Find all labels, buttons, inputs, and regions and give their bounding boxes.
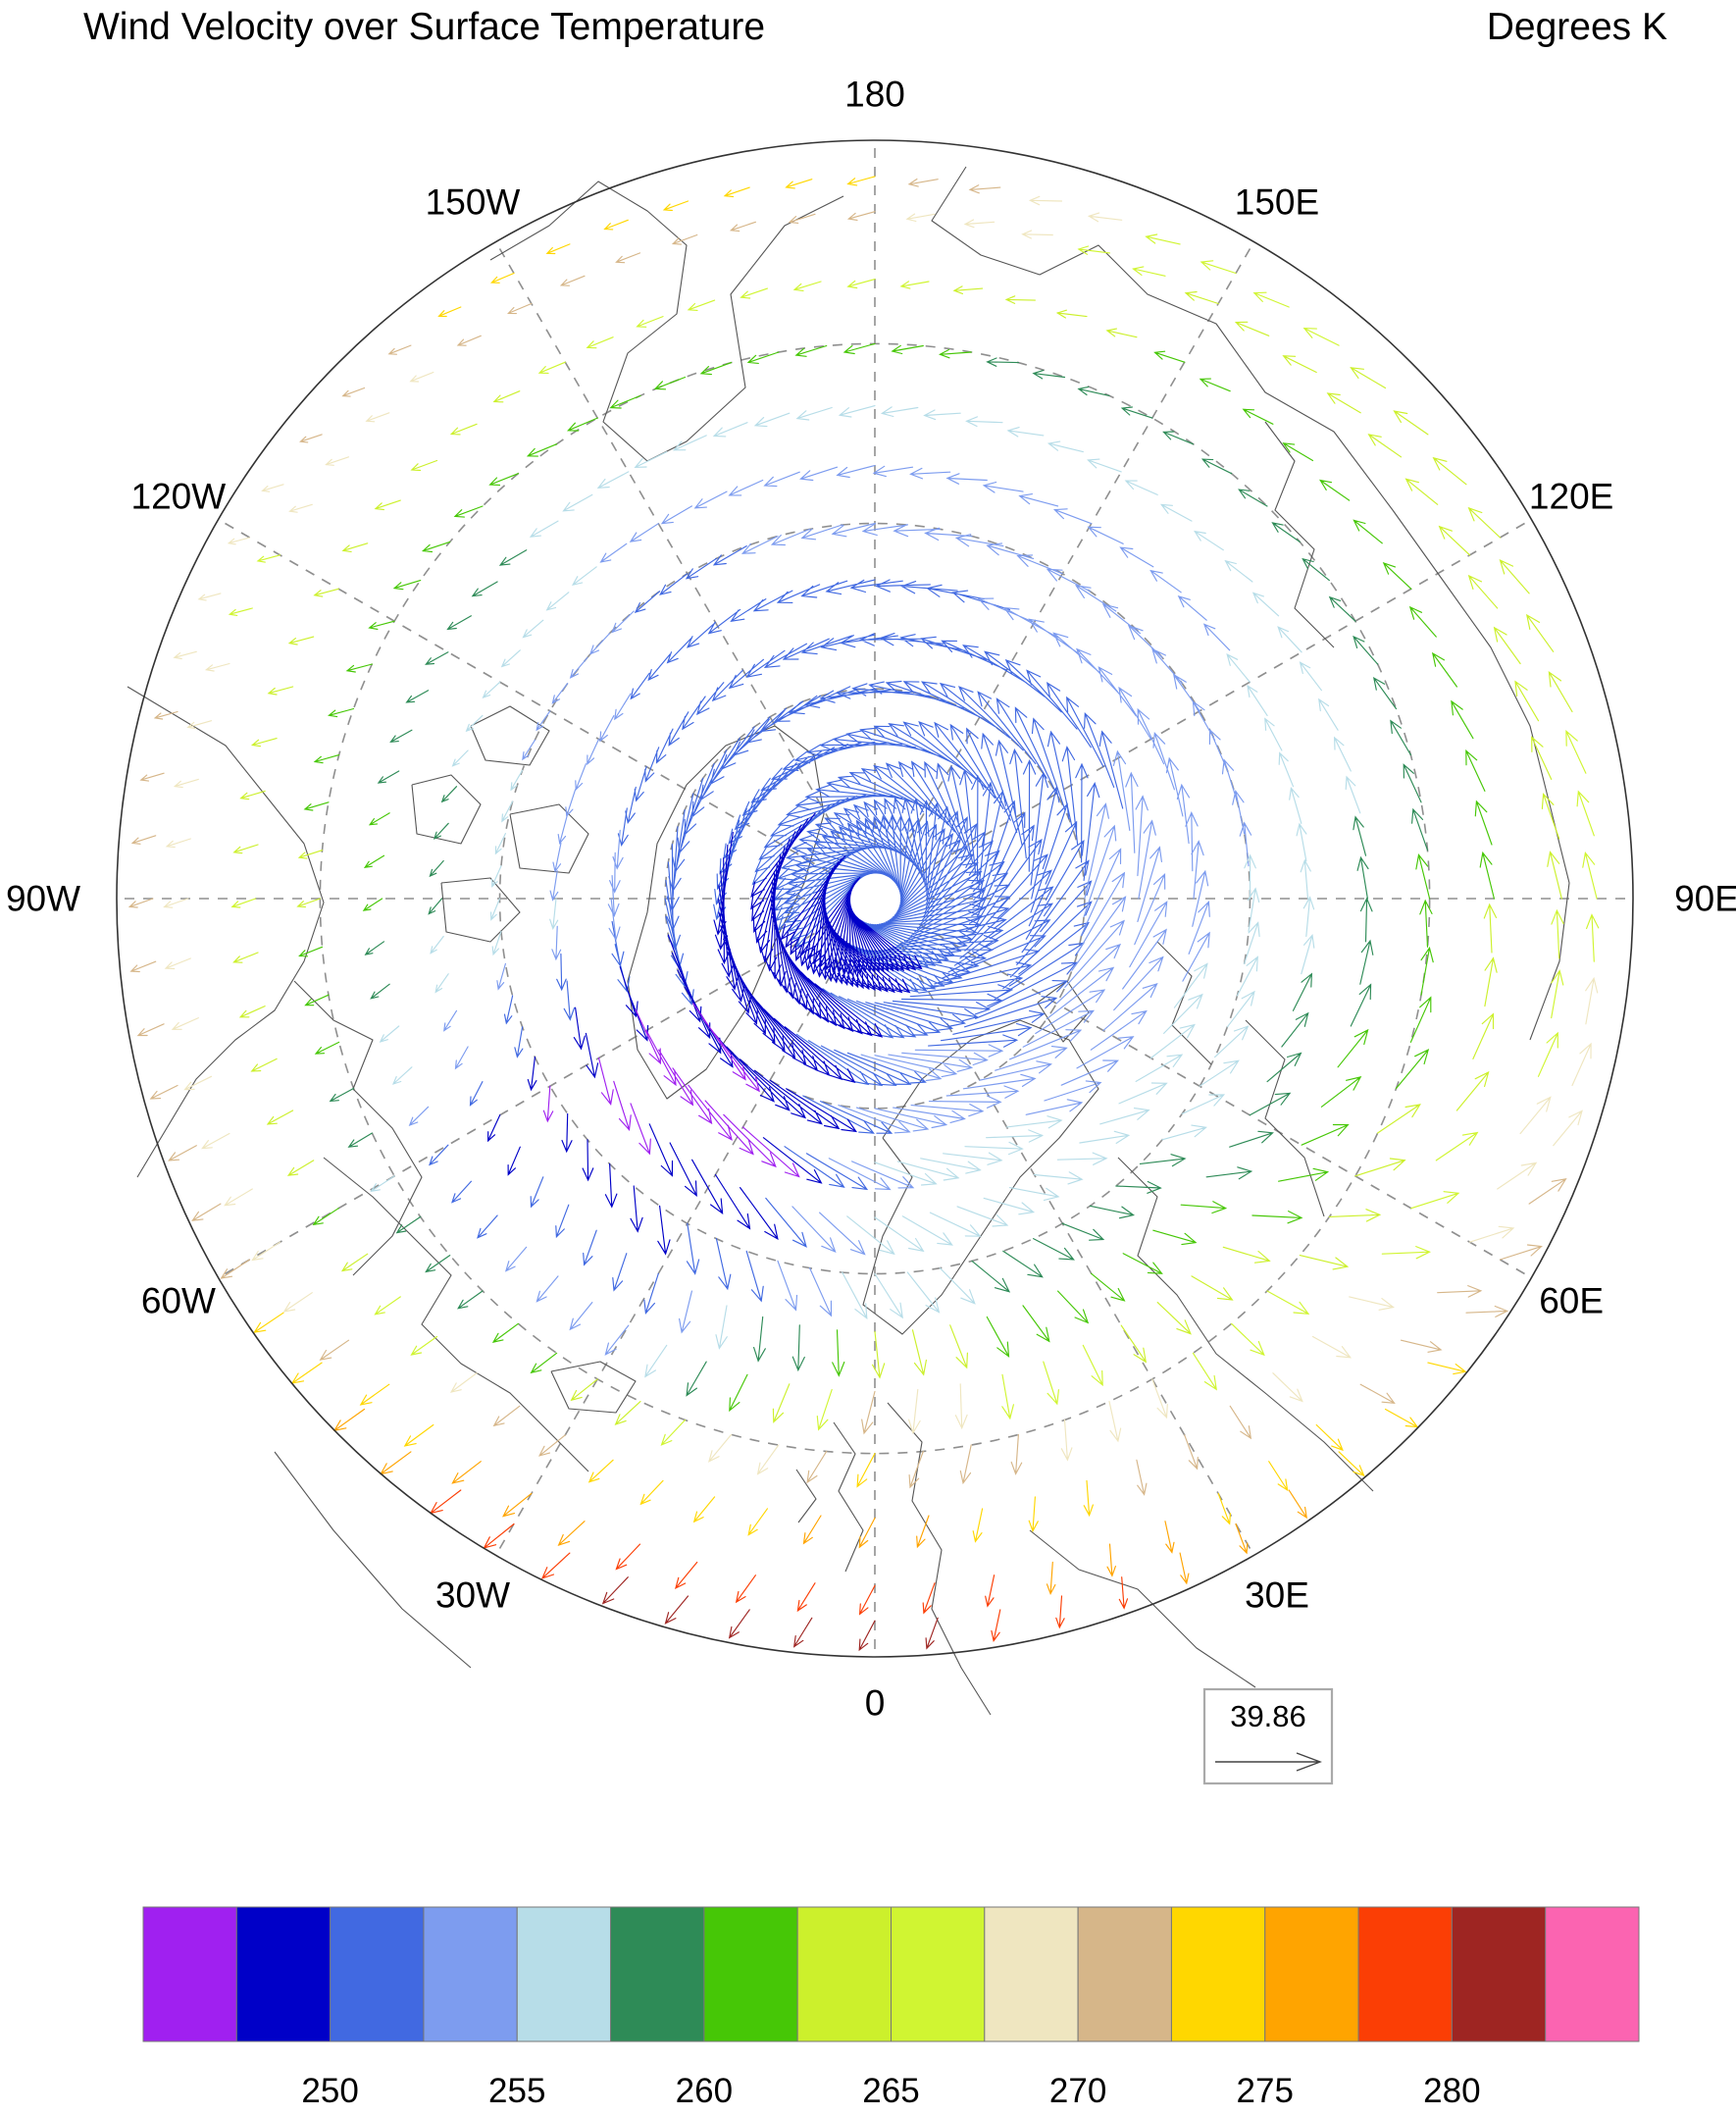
colorbar-cell (142, 1906, 237, 2042)
coastlines (127, 166, 1570, 1716)
coastline-path (293, 980, 423, 1276)
graticule (117, 140, 1633, 1657)
coastline-path (509, 803, 589, 874)
coastline-path (127, 686, 325, 1178)
colorbar: 250 255 260 265 270 275 280 (142, 1906, 1640, 2110)
longitude-label: 30W (435, 1575, 510, 1616)
wind-vector-group (253, 176, 1467, 1543)
page-title: Wind Velocity over Surface Temperature (83, 6, 765, 48)
colorbar-cell (1170, 1906, 1266, 2042)
coastline-path (887, 1402, 992, 1716)
reference-vector-box: 39.86 (1202, 1687, 1334, 1785)
coastline-path (833, 1421, 864, 1573)
coastline-path (550, 1361, 637, 1414)
colorbar-cell (891, 1906, 986, 2042)
wind-vector-group (128, 178, 1567, 1496)
colorbar-cell (1264, 1906, 1359, 2042)
meridian-line (899, 942, 1255, 1556)
longitude-label: 30E (1245, 1575, 1309, 1616)
colorbar-cell (330, 1906, 425, 2042)
wind-vector-group (542, 1003, 800, 1178)
colorbar-tick-label: 280 (1423, 2072, 1480, 2110)
longitude-label: 60E (1539, 1281, 1604, 1321)
wind-vector-group (332, 1408, 1307, 1596)
colorbar-tick-label: 270 (1049, 2072, 1106, 2110)
units-label: Degrees K (1487, 6, 1667, 48)
wind-vector-group (487, 812, 923, 1256)
reference-arrow-icon (1215, 1752, 1322, 1772)
wind-vector-group (298, 342, 1495, 1413)
colorbar-cell (703, 1906, 798, 2042)
colorbar-cell (984, 1906, 1079, 2042)
wind-vector-group (329, 357, 1429, 1397)
colorbar-cell (1357, 1906, 1453, 2042)
reference-vector-value: 39.86 (1230, 1699, 1306, 1733)
coastline-path (627, 725, 825, 1100)
longitude-label: 120E (1529, 477, 1613, 517)
coastline-path (440, 877, 521, 943)
colorbar-tick-label: 275 (1237, 2072, 1294, 2110)
meridian-line (218, 923, 832, 1279)
coastline-path (411, 774, 482, 845)
map-boundary-circle (116, 139, 1634, 1658)
colorbar-cell (1077, 1906, 1172, 2042)
colorbar-cell (610, 1906, 705, 2042)
wind-vector-group (163, 195, 1599, 1475)
coastline-path (862, 1019, 1099, 1335)
colorbar-cell (1451, 1906, 1547, 2042)
wind-vector-group (601, 1576, 939, 1652)
coastline-path (470, 705, 550, 766)
coastline-path (489, 181, 844, 462)
coastline-path (1029, 1529, 1256, 1688)
coastline-path (931, 166, 1570, 1041)
coastline-path (1156, 941, 1212, 1065)
coastline-path (795, 1469, 817, 1523)
meridian-line (218, 518, 832, 874)
colorbar-cell (516, 1906, 612, 2042)
wind-vectors (128, 176, 1600, 1652)
wind-vector-group (429, 545, 1124, 1315)
longitude-label: 150W (426, 181, 521, 222)
longitude-label: 0 (865, 1683, 886, 1724)
colorbar-tick-label: 255 (488, 2072, 545, 2110)
colorbar-cell (1545, 1906, 1640, 2042)
coastline-path (1037, 980, 1090, 1043)
coastline-path (323, 1157, 589, 1472)
meridian-line (899, 241, 1255, 855)
longitude-label: 180 (844, 75, 905, 115)
wind-vector-group (232, 285, 1573, 1425)
colorbar-cell (235, 1906, 332, 2042)
wind-vector-group (430, 1489, 1129, 1642)
coastline-path (1264, 421, 1335, 648)
coastline-path (1245, 1019, 1325, 1217)
colorbar-tick-label: 265 (862, 2072, 919, 2110)
longitude-labels: 180 150W 120W 90W 60W 30W 0 30E 60E 90E 120E 150E (6, 75, 1736, 1724)
longitude-label: 120W (131, 477, 227, 517)
wind-vector-group (408, 464, 1252, 1356)
longitude-label: 90W (6, 879, 80, 919)
colorbar-cell (796, 1906, 892, 2042)
coastline-path (1117, 1157, 1374, 1492)
wind-vector-group (370, 405, 1361, 1378)
colorbar-tick-label: 260 (676, 2072, 733, 2110)
longitude-label: 150E (1235, 181, 1319, 222)
longitude-label: 90E (1674, 879, 1736, 919)
coastline-path (274, 1451, 472, 1669)
colorbar-tick-label: 250 (301, 2072, 358, 2110)
meridian-line (494, 241, 850, 855)
wind-vector-group (228, 233, 1600, 1446)
colorbar-cell (423, 1906, 518, 2042)
longitude-label: 60W (141, 1281, 216, 1321)
